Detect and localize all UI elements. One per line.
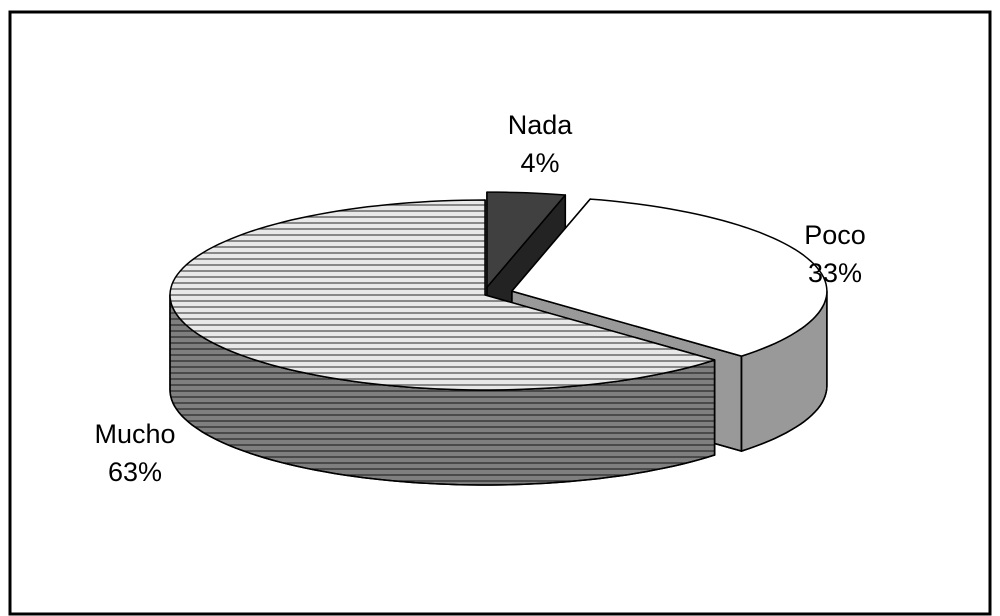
slice-label: Nada: [508, 110, 574, 140]
slice-value-label: 4%: [520, 148, 559, 178]
slice-label: Mucho: [94, 419, 175, 449]
slice: [511, 198, 828, 357]
slice: [486, 191, 567, 288]
slice-label: Poco: [804, 220, 866, 250]
slice: [169, 199, 716, 391]
slice-value-label: 63%: [108, 457, 162, 487]
slice-value-label: 33%: [808, 258, 862, 288]
